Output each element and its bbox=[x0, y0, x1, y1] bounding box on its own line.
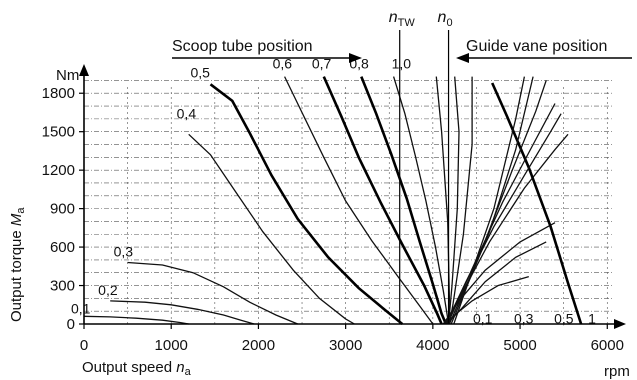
vane-curve-label: 1 bbox=[588, 310, 596, 326]
vane-curve-label: 0,1 bbox=[473, 310, 493, 326]
x-tick-label: 4000 bbox=[416, 337, 449, 354]
scoop-curve-0-5 bbox=[209, 83, 404, 326]
y-axis-variable-sub: a bbox=[15, 207, 27, 214]
scoop-curve-0-8 bbox=[360, 76, 448, 325]
scoop-curve-0-7 bbox=[322, 76, 443, 325]
scoop-curve-label: 0,4 bbox=[177, 105, 197, 121]
guide-vane-header: Guide vane position bbox=[466, 38, 607, 55]
x-tick-label: 5000 bbox=[503, 337, 536, 354]
scoop-tube-arrow-head bbox=[349, 53, 362, 63]
n0-marker-label: n0 bbox=[438, 9, 453, 29]
vane-curve-unlabelled bbox=[446, 241, 547, 325]
x-tick-label: 3000 bbox=[329, 337, 362, 354]
x-axis-variable: n bbox=[176, 359, 184, 376]
scoop-curve-0-4 bbox=[188, 133, 355, 325]
x-tick-label: 2000 bbox=[242, 337, 275, 354]
scoop-curve-0-3 bbox=[127, 261, 298, 325]
scoop-curve-0-6 bbox=[284, 76, 434, 325]
n0-marker-var: n bbox=[438, 9, 447, 26]
vane-curve-unlabelled bbox=[447, 103, 556, 325]
scoop-curve-label: 0,7 bbox=[312, 56, 332, 72]
scoop-tube-header: Scoop tube position bbox=[172, 38, 313, 55]
ticks: 0 1000 2000 3000 4000 5000 6000 0 300 600 900 1200 1… bbox=[42, 85, 624, 354]
y-unit: Nm bbox=[56, 67, 79, 84]
scoop-curve-label: 0,1 bbox=[71, 300, 91, 316]
vane-curve-label: 0,5 bbox=[554, 310, 574, 326]
scoop-curve-label: 0,5 bbox=[190, 64, 210, 80]
guide-vane-arrow-head bbox=[456, 53, 469, 63]
x-axis-title: Output speed na bbox=[82, 359, 192, 378]
vane-curve-1 bbox=[491, 82, 583, 325]
scoop-curve-0-1 bbox=[83, 315, 189, 325]
y-tick-label: 900 bbox=[50, 201, 75, 218]
ntw-marker-label: nTW bbox=[389, 9, 416, 29]
grid bbox=[84, 80, 612, 324]
y-axis-arrow bbox=[79, 64, 89, 76]
ntw-marker-var: n bbox=[389, 9, 398, 26]
scoop-curve-0-2 bbox=[110, 300, 255, 325]
curve-labels: 0,10,20,30,40,50,6 0,7 0,8 1,00,1 0,3 0,5 1 bbox=[71, 56, 596, 327]
scoop-curve-unlabelled bbox=[448, 76, 473, 325]
x-axis-variable-sub: a bbox=[185, 366, 192, 378]
y-tick-label: 1800 bbox=[42, 85, 75, 102]
n0-marker-sub: 0 bbox=[446, 17, 452, 29]
scoop-curve-unlabelled bbox=[447, 76, 460, 325]
ntw-marker-sub: TW bbox=[398, 17, 416, 29]
scoop-curve-label: 0,3 bbox=[114, 243, 134, 259]
y-tick-label: 600 bbox=[50, 239, 75, 256]
scoop-curve-label: 1,0 bbox=[392, 56, 412, 72]
x-axis-arrow bbox=[614, 319, 626, 329]
y-axis-title: Output torque Ma bbox=[8, 207, 27, 322]
x-tick-label: 6000 bbox=[591, 337, 624, 354]
scoop-curve-label: 0,6 bbox=[273, 56, 293, 72]
y-tick-label: 300 bbox=[50, 278, 75, 295]
scoop-curve-label: 0,2 bbox=[98, 282, 118, 298]
curves bbox=[83, 76, 583, 326]
y-tick-label: 0 bbox=[67, 316, 75, 333]
vane-curve-0-3 bbox=[442, 222, 556, 325]
scoop-curve-1-0 bbox=[392, 76, 450, 325]
y-axis-title-text: Output torque bbox=[8, 230, 25, 322]
x-tick-label: 0 bbox=[80, 337, 88, 354]
x-unit: rpm bbox=[604, 363, 630, 380]
y-tick-label: 1200 bbox=[42, 162, 75, 179]
vane-curve-unlabelled bbox=[453, 76, 526, 325]
y-tick-label: 1500 bbox=[42, 124, 75, 141]
x-tick-label: 1000 bbox=[155, 337, 188, 354]
vane-curve-label: 0,3 bbox=[514, 310, 534, 326]
y-axis-variable: M bbox=[8, 213, 25, 226]
x-axis-title-text: Output speed bbox=[82, 359, 172, 376]
